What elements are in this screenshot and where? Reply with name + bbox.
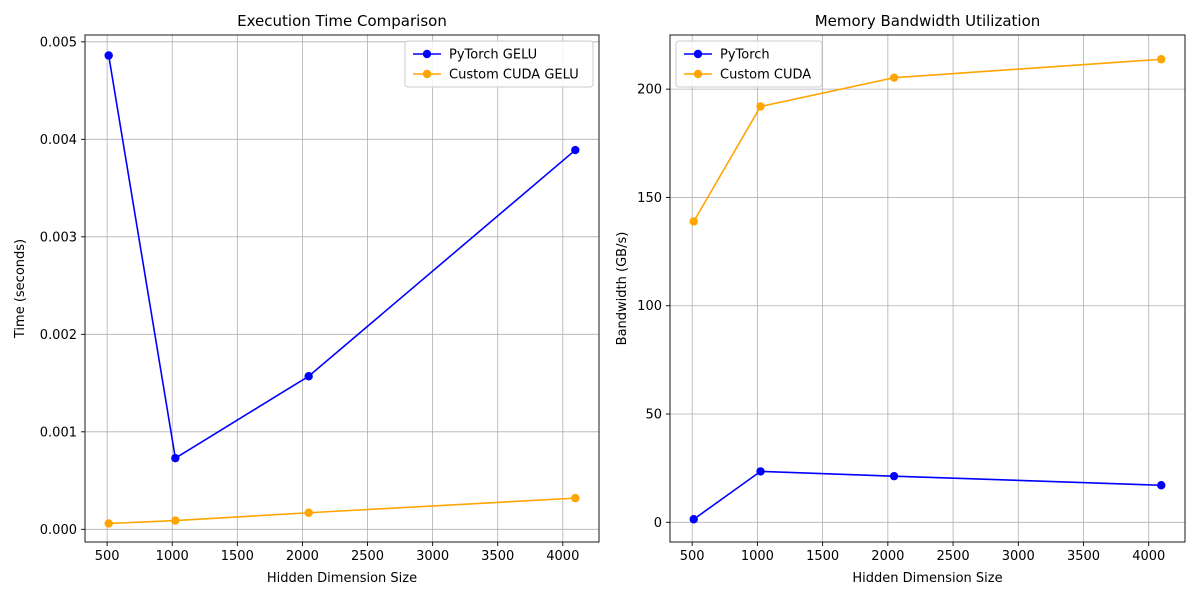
data-point xyxy=(104,51,113,60)
legend-label: PyTorch xyxy=(720,48,770,63)
x-tick-label: 2500 xyxy=(937,549,970,564)
legend-label: Custom CUDA xyxy=(720,68,811,83)
x-tick-label: 1500 xyxy=(806,549,839,564)
data-point xyxy=(171,516,180,525)
y-tick-label: 0.005 xyxy=(40,35,77,50)
data-point xyxy=(1157,55,1166,64)
x-tick-label: 3000 xyxy=(1002,549,1035,564)
x-axis-label: Hidden Dimension Size xyxy=(852,571,1002,586)
legend-box xyxy=(404,40,594,88)
y-tick-label: 0.000 xyxy=(40,523,77,538)
x-tick-label: 3500 xyxy=(1067,549,1100,564)
data-point xyxy=(304,372,313,381)
legend-marker xyxy=(422,69,432,79)
x-axis-label: Hidden Dimension Size xyxy=(267,571,417,586)
y-tick-label: 0 xyxy=(654,516,662,531)
legend-box xyxy=(675,40,823,88)
y-tick-label: 200 xyxy=(637,83,662,98)
series-line-2 xyxy=(108,497,576,525)
data-point xyxy=(171,453,180,463)
data-point xyxy=(104,519,113,528)
x-tick-label: 500 xyxy=(680,549,705,564)
y-tick-label: 0.003 xyxy=(40,230,77,245)
y-axis-label: Bandwidth (GB/s) xyxy=(615,232,630,346)
y-tick-label: 0.002 xyxy=(40,328,77,343)
data-point xyxy=(571,493,580,503)
series-line-2 xyxy=(693,58,1162,222)
data-point xyxy=(304,508,313,517)
chart-title: Memory Bandwidth Utilization xyxy=(815,12,1041,30)
data-point xyxy=(889,73,899,82)
legend: PyTorch GELU Custom CUDA GELU xyxy=(404,40,594,88)
y-tick-label: 100 xyxy=(637,299,662,314)
x-tick-label: 3000 xyxy=(416,549,449,564)
y-tick-label: 50 xyxy=(645,408,662,423)
axes-frame xyxy=(669,34,1186,543)
data-point xyxy=(1157,481,1166,490)
series-line-1 xyxy=(693,470,1162,520)
y-tick-label: 150 xyxy=(637,191,662,206)
x-tick-label: 500 xyxy=(95,549,120,564)
legend-label: Custom CUDA GELU xyxy=(449,68,579,83)
data-point xyxy=(889,471,899,481)
data-point xyxy=(689,515,698,524)
chart-panel-2: 500 1000 1500 2000 2500 3000 3500 4000 0 50 100 150… xyxy=(615,12,1186,586)
legend-marker xyxy=(693,69,703,79)
legend-marker xyxy=(422,49,432,59)
data-point xyxy=(689,217,698,226)
chart-panel-1: 500 1000 1500 2000 2500 3000 3500 4000 0.000 0.00… xyxy=(13,12,600,586)
x-tick-label: 2000 xyxy=(286,549,319,564)
x-tick-label: 2500 xyxy=(351,549,384,564)
x-tick-label: 3500 xyxy=(481,549,514,564)
y-axis-label: Time (seconds) xyxy=(13,239,28,339)
chart-title: Execution Time Comparison xyxy=(237,12,447,30)
axes-frame xyxy=(84,34,600,543)
legend-label: PyTorch GELU xyxy=(449,48,537,63)
y-tick-label: 0.001 xyxy=(40,425,77,440)
x-tick-label: 1000 xyxy=(741,549,774,564)
x-tick-label: 4000 xyxy=(546,549,579,564)
series-line-1 xyxy=(107,55,576,460)
x-tick-label: 4000 xyxy=(1132,549,1165,564)
x-tick-label: 1000 xyxy=(156,549,189,564)
x-tick-label: 2000 xyxy=(871,549,904,564)
data-point xyxy=(571,145,580,155)
y-tick-label: 0.004 xyxy=(40,133,77,148)
legend-marker xyxy=(693,49,703,59)
legend: PyTorch Custom CUDA xyxy=(675,40,823,88)
data-point xyxy=(756,467,765,476)
data-point xyxy=(756,102,765,111)
x-tick-label: 1500 xyxy=(221,549,254,564)
